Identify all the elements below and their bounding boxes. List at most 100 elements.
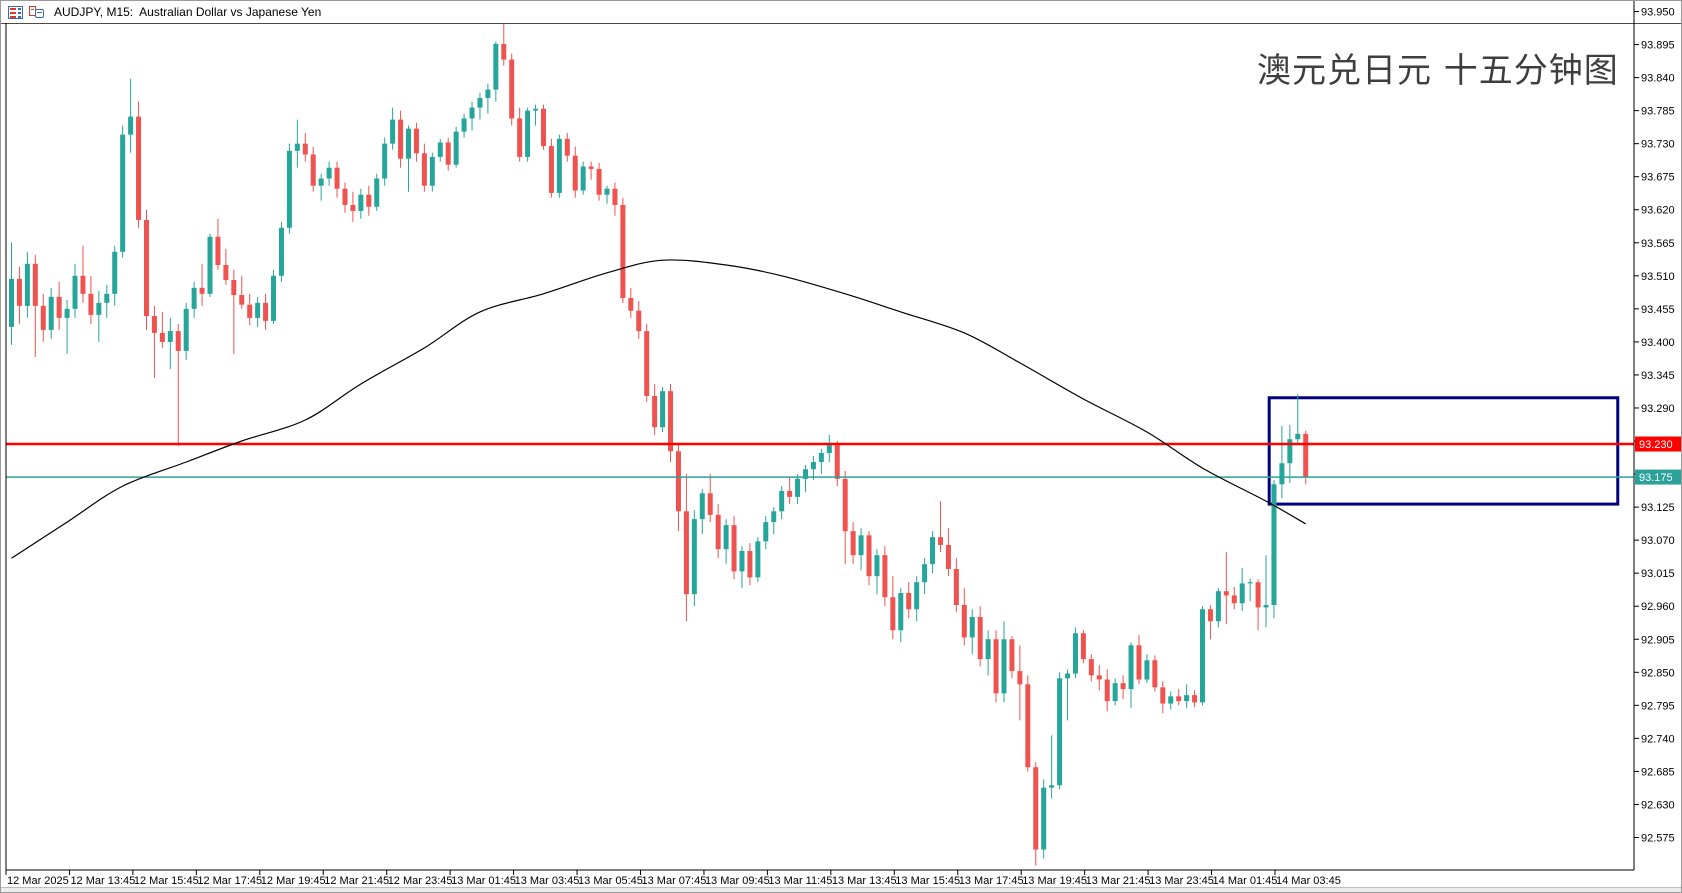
candle [548,138,554,198]
candle [469,101,475,131]
candle [421,143,427,192]
rectangle-object[interactable] [1267,396,1620,506]
candle [255,296,261,327]
candle [985,630,991,676]
price-badge-label: 93.230 [1639,439,1673,451]
x-axis-label: 13 Mar 07:45 [642,875,707,887]
candle [1096,665,1102,691]
candle [953,558,959,613]
candle [771,507,777,535]
candles-layer [9,18,1309,866]
candle [747,543,753,586]
candle [858,528,864,571]
candle [263,293,269,330]
candle [398,110,404,168]
price-badge-93.175: 93.175 [1635,469,1681,485]
candle [1215,588,1221,628]
candle [120,125,126,258]
candle [691,510,697,607]
y-axis-label: 92.740 [1641,733,1675,745]
candle [906,582,912,619]
candle [80,245,86,303]
candle [40,293,46,342]
y-axis-label: 93.785 [1641,106,1675,118]
candle [763,516,769,550]
candle [556,134,562,198]
candle [914,576,920,622]
candle [1160,681,1166,714]
candle [834,441,840,487]
candle [32,254,38,357]
candle [453,126,459,168]
candle [795,474,801,505]
moving-average-line[interactable] [11,259,1306,559]
candle [612,182,618,216]
candle [1112,678,1118,706]
candle [810,456,816,481]
candle [1303,430,1309,485]
candle [945,528,951,577]
candle [755,537,761,583]
candle [842,471,848,565]
candle [239,275,245,309]
price-badge-label: 93.175 [1639,472,1673,484]
x-axis-label: 13 Mar 11:45 [768,875,832,887]
x-axis-label: 14 Mar 01:45 [1213,875,1278,887]
candle [675,444,681,532]
y-axis-label: 93.620 [1641,205,1675,217]
candle [1152,655,1158,692]
candle [151,305,157,378]
chart-windows-icon[interactable] [29,5,44,19]
candle [1128,642,1134,709]
x-axis-label: 13 Mar 17:45 [959,875,1024,887]
candle [1104,669,1110,712]
candle [588,161,594,180]
candle [1176,689,1182,706]
y-axis-label: 93.840 [1641,73,1675,85]
candle [342,182,348,213]
chart-titlebar: AUDJPY, M15: Australian Dollar vs Japane… [1,1,1631,23]
candle [382,137,388,186]
candle [501,18,507,66]
candle [112,245,118,306]
candle [993,630,999,703]
y-axis-label: 92.795 [1641,700,1675,712]
candle [596,162,602,201]
candle [898,588,904,643]
candle [72,263,78,318]
y-axis-label: 93.290 [1641,403,1675,415]
candle [1017,645,1023,721]
candle [683,474,689,622]
y-axis-label: 92.905 [1641,634,1675,646]
x-axis-label: 12 Mar 19:45 [261,875,326,887]
candle [1144,654,1150,684]
candle [167,317,173,369]
candle [302,132,308,162]
candle [1184,684,1190,709]
x-axis-label: 13 Mar 09:45 [705,875,770,887]
quotes-table-icon[interactable] [8,5,23,19]
candle [1080,630,1086,664]
candle [660,386,666,433]
candle [64,299,70,354]
candle [644,323,650,402]
y-axis: 93.950 93.895 93.840 93.785 93.730 93.675 93.6… [1634,7,1675,844]
chart-caption-chinese: 澳元兑日元 十五分钟图 [1257,51,1619,91]
y-axis-label: 93.565 [1641,238,1675,250]
candle [731,516,737,580]
candle [9,242,14,345]
y-axis-label: 92.685 [1641,766,1675,778]
candle [652,383,658,436]
candle [104,284,110,318]
candle [707,474,713,523]
x-axis-label: 12 Mar 23:45 [388,875,453,887]
candle [437,138,443,162]
candle [136,101,142,228]
y-axis-label: 92.630 [1641,799,1675,811]
candle [271,269,277,324]
candle [572,146,578,198]
candle [1168,691,1174,710]
x-axis-label: 13 Mar 21:45 [1086,875,1151,887]
